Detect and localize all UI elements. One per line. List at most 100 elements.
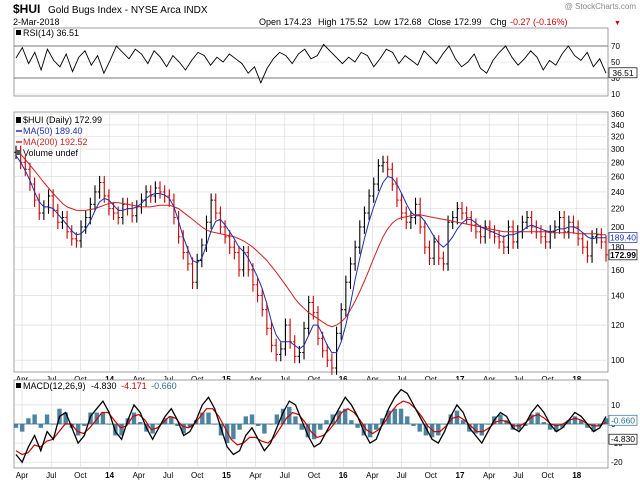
macd-histogram-bar [200, 412, 205, 424]
price-bar [474, 218, 478, 239]
price-bar [107, 189, 111, 216]
macd-histogram-bar [566, 420, 571, 424]
price-y-tick-label: 100 [611, 356, 625, 365]
symbol-label: $HUI [13, 2, 40, 16]
price-bar [381, 155, 385, 173]
price-bar [69, 225, 74, 246]
price-bar [409, 210, 413, 230]
macd-histogram-bar [212, 424, 217, 425]
price-x-tick-label: Jul [396, 375, 406, 384]
price-x-tick-label: Jul [163, 375, 173, 384]
macd-histogram-bar [591, 424, 596, 432]
rsi-legend-swatch-icon [16, 30, 21, 35]
price-bar [292, 335, 297, 364]
price-bar [553, 220, 557, 239]
macd-histogram-bar [231, 424, 236, 440]
macd-histogram-bar [75, 424, 81, 436]
macd-histogram-bar [380, 418, 385, 424]
macd-histogram-bar [479, 424, 484, 436]
price-bar [279, 342, 283, 362]
price-bar [195, 253, 199, 290]
macd-y-tick-label: 10 [611, 401, 620, 410]
rsi-y-tick-label: 70 [611, 42, 620, 51]
price-bar [399, 193, 404, 220]
close-value: 172.99 [454, 17, 482, 27]
macd-histogram-bar [175, 424, 180, 426]
price-bar [483, 220, 488, 244]
hist-last-value-label: -0.660 [611, 415, 635, 425]
price-y-tick-label: 180 [611, 243, 625, 252]
price-y-tick-label: 140 [611, 291, 625, 300]
price-x-tick-label: Oct [541, 375, 554, 384]
price-x-tick-label: 15 [222, 375, 231, 384]
low-label: Low [374, 17, 391, 27]
price-x-tick-label: Apr [16, 375, 29, 384]
price-bar [450, 210, 455, 230]
price-bar [153, 181, 158, 203]
price-bar [497, 230, 501, 249]
macd-x-tick-label: Jul [46, 471, 56, 480]
stockcharts-watermark: @ StockCharts.com [565, 2, 637, 11]
price-bars [14, 145, 608, 375]
macd-x-tick-label: 14 [105, 471, 114, 480]
price-bar [227, 230, 232, 255]
price-bar [525, 210, 529, 230]
price-bar [330, 353, 334, 375]
ma200-line [15, 148, 606, 328]
macd-histogram-bar [187, 424, 193, 428]
price-bar [283, 318, 288, 356]
price-bar [302, 321, 306, 360]
macd-legend-macd: -4.830 [91, 381, 117, 391]
macd-x-tick-label: Oct [308, 471, 321, 480]
rsi-reference-lines [14, 45, 608, 79]
price-x-tick-label: 14 [105, 375, 114, 384]
rsi-y-tick-label: 50 [611, 58, 620, 67]
macd-histogram-bar [342, 408, 348, 424]
macd-histogram-bar [442, 424, 447, 425]
price-legend-hui: $HUI (Daily) 172.99 [23, 115, 102, 125]
price-x-tick-label: Apr [366, 375, 379, 384]
macd-histogram-bar [305, 424, 311, 438]
macd-x-tick-label: Jul [280, 471, 290, 480]
macd-signal-line [15, 400, 607, 456]
price-x-tick-label: Oct [74, 375, 87, 384]
macd-histogram-bar [361, 424, 366, 436]
ma50-line [15, 155, 606, 354]
macd-histogram-bar [299, 424, 304, 430]
macd-panel: 100-10-20 AprJulOct14AprJulOct15AprJulOc… [13, 379, 638, 480]
price-bar [506, 220, 511, 255]
price-y-tick-label: 300 [611, 145, 625, 154]
price-bar [441, 251, 446, 271]
macd-histogram-bar [206, 412, 211, 424]
price-y-tick-label: 160 [611, 266, 625, 275]
price-bar [121, 197, 125, 225]
macd-histogram-bar [63, 412, 68, 424]
price-y-tick-label: 200 [611, 223, 625, 232]
price-bar [413, 197, 418, 225]
macd-histogram-bar [262, 424, 267, 434]
price-bar [580, 232, 585, 255]
price-bar [367, 189, 371, 220]
macd-histogram-bar [119, 424, 124, 436]
macd-histogram-bar [32, 414, 37, 424]
price-bar [260, 288, 265, 317]
price-legend-volume: Volume undef [23, 148, 79, 158]
macd-histogram-bar [82, 424, 87, 426]
macd-histogram-bar [448, 414, 453, 424]
macd-histogram-bar [268, 424, 273, 425]
macd-histogram-bar [578, 420, 584, 424]
macd-histogram-bar [398, 408, 404, 424]
macd-x-tick-label: Apr [133, 471, 146, 480]
macd-histogram-bar [100, 412, 106, 424]
price-bar [501, 235, 506, 255]
chg-value: -0.27 (-0.16%) [510, 17, 568, 27]
macd-histogram-bar [547, 424, 553, 430]
price-bar [158, 181, 162, 199]
close-label: Close [428, 17, 451, 27]
rsi-panel: 70 50 30 10 RSI(14) 36.51 36.51 [13, 27, 638, 99]
price-bar [200, 238, 204, 268]
macd-histogram-bar [436, 424, 441, 436]
macd-histogram-bar [516, 424, 522, 430]
macd-histogram-bar [485, 424, 491, 425]
price-bar [255, 278, 260, 303]
